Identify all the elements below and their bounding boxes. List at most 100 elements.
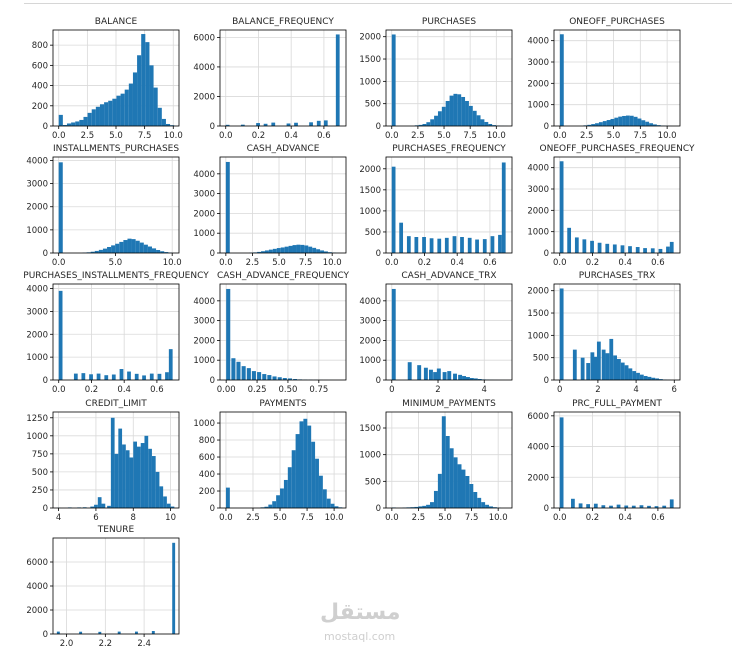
histogram-bar <box>423 367 428 380</box>
histogram-bar <box>434 115 438 126</box>
histogram-bar <box>226 288 231 380</box>
y-tick-label: 4000 <box>527 164 549 174</box>
histogram-bar <box>658 248 663 253</box>
histogram-bar <box>156 249 161 253</box>
histogram-bar <box>593 503 598 508</box>
histogram-bar <box>137 55 142 127</box>
y-tick-label: 1000 <box>26 432 48 442</box>
histogram-bar <box>441 416 446 508</box>
histogram-bar <box>578 503 583 508</box>
y-tick-label: 1000 <box>359 77 381 87</box>
histogram-bar <box>605 353 610 380</box>
x-tick-label: 0.0 <box>52 258 66 268</box>
plot-area <box>53 157 179 253</box>
histogram-bar <box>473 492 478 508</box>
histogram-bar <box>311 441 316 508</box>
histogram-bar <box>645 121 650 126</box>
histogram-bar <box>304 245 309 253</box>
histogram-bar <box>75 121 80 126</box>
histogram-bar <box>267 375 272 380</box>
axes-frame <box>52 156 180 254</box>
histogram-bar <box>282 378 287 380</box>
histogram-bar <box>625 115 630 126</box>
histogram-bar <box>414 506 419 508</box>
histogram-bar <box>647 505 651 508</box>
histogram-bar <box>56 631 60 634</box>
histogram-bar <box>83 116 88 126</box>
histogram-bar <box>58 162 63 253</box>
histogram-bar <box>485 504 490 508</box>
histogram-bar <box>617 359 621 380</box>
histogram-bar <box>587 124 592 126</box>
histogram-bar <box>129 457 134 508</box>
x-tick-label: 0.2 <box>586 513 600 523</box>
histogram-bar <box>120 93 125 126</box>
histogram-bar <box>111 374 116 380</box>
y-tick-label: 0 <box>376 122 381 132</box>
histogram-bar <box>71 122 76 126</box>
x-tick-label: 6 <box>672 385 677 395</box>
histogram-bar <box>251 371 256 380</box>
histogram-bar <box>633 116 638 126</box>
histogram-bar <box>391 166 396 253</box>
y-tick-label: 0 <box>43 249 48 259</box>
histogram-bar <box>586 363 591 380</box>
axes-frame <box>219 283 347 381</box>
histogram-bar <box>241 366 246 380</box>
y-tick-label: 1500 <box>359 55 381 65</box>
histogram-bar <box>143 244 148 253</box>
histogram-bar <box>91 109 96 126</box>
histogram-bar <box>168 349 173 380</box>
histogram-panel: 0.0 2.5 5.0 7.5 10.0 0 200 400 600 800 1000 PAYMENT… <box>193 399 347 523</box>
histogram-bar <box>334 506 339 508</box>
y-tick-label: 3000 <box>527 185 549 195</box>
plot-area <box>554 412 680 508</box>
axes-frame <box>385 156 513 254</box>
histogram-bar <box>256 123 260 126</box>
histogram-bar <box>452 236 457 253</box>
axes-frame <box>553 29 681 127</box>
y-tick-label: 1250 <box>26 414 48 424</box>
histogram-bar <box>457 464 462 508</box>
histogram-bar <box>124 89 129 126</box>
y-tick-label: 400 <box>199 470 215 480</box>
x-tick-label: 0.0 <box>553 513 567 523</box>
histogram-bar <box>649 123 653 126</box>
histogram-bar <box>422 237 426 253</box>
y-tick-label: 2000 <box>26 330 48 340</box>
y-tick-label: 6000 <box>193 33 215 43</box>
x-tick-label: 7.5 <box>138 131 152 141</box>
histogram-bar <box>601 505 606 508</box>
histogram-bar <box>477 379 482 380</box>
histogram-bar <box>609 338 614 380</box>
histogram-bar <box>453 93 458 126</box>
histogram-bar <box>261 251 265 253</box>
x-tick-label: 5.0 <box>607 131 621 141</box>
x-tick-label: 5.0 <box>273 513 287 523</box>
histogram-bar <box>391 34 396 126</box>
axes-frame <box>553 156 681 254</box>
histogram-panel: 0.0 2.5 5.0 7.5 10.0 0 500 1000 1500 MINIMUM_PAYM… <box>359 399 513 523</box>
histogram-panel: 0.0 0.2 0.4 0.6 0 1000 2000 3000 4000 PURCHASES_I… <box>23 271 209 395</box>
x-tick-label: 10.0 <box>164 131 183 141</box>
histogram-bar <box>559 161 564 253</box>
x-tick-label: 4 <box>56 513 61 523</box>
panel-title: CASH_ADVANCE_TRX <box>401 271 496 281</box>
histogram-bar <box>117 631 121 634</box>
histogram-bar <box>650 248 655 253</box>
y-tick-label: 1000 <box>26 353 48 363</box>
x-tick-label: 0.0 <box>219 258 233 268</box>
histogram-bar <box>609 505 613 508</box>
axes-frame <box>219 156 347 254</box>
histogram-bar <box>127 371 131 380</box>
y-tick-label: 3000 <box>26 307 48 317</box>
histogram-bar <box>477 497 482 508</box>
histogram-bar <box>122 444 126 508</box>
histogram-panel: 2.0 2.2 2.4 0 2000 4000 6000 TENURE <box>26 525 180 649</box>
histogram-bar <box>639 374 644 380</box>
x-tick-label: 2.2 <box>99 639 113 649</box>
histogram-bar <box>465 100 469 126</box>
histogram-bar <box>597 242 602 253</box>
histogram-bar <box>165 123 171 126</box>
x-tick-label: 10.0 <box>487 131 506 141</box>
